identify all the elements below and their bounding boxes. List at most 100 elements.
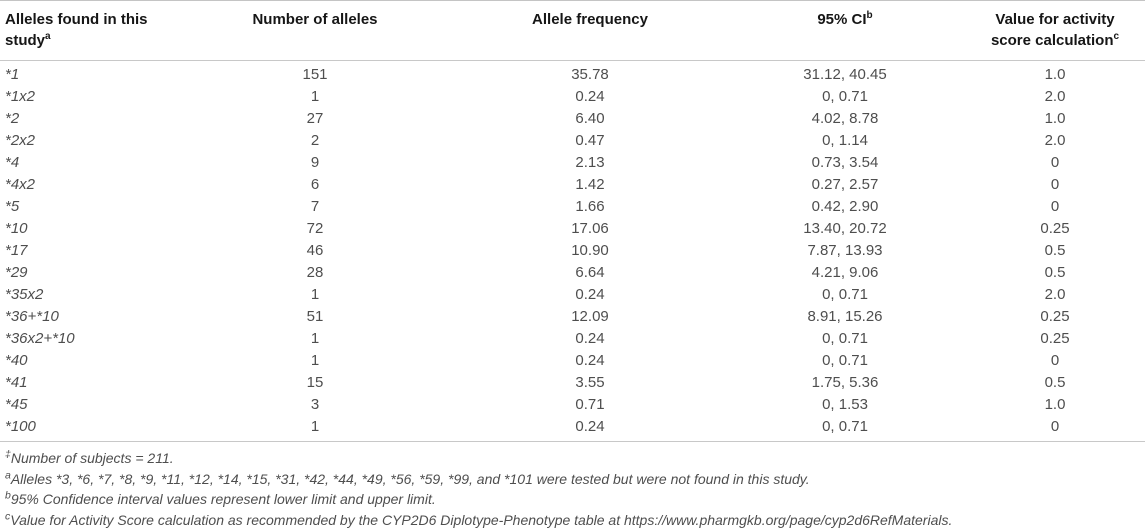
ci-cell: 0, 0.71 [822,352,868,369]
allele-frequency-cell: 2.13 [575,154,605,171]
ci-cell: 0, 0.71 [822,286,868,303]
footnote-marker: c [5,509,11,522]
allele-frequency-cell: 0.24 [575,88,605,105]
allele-frequency-cell: 1.42 [575,176,605,193]
allele-cell: *100 [5,418,36,435]
allele-count-cell: 1 [310,330,320,347]
allele-frequency-cell: 0.47 [575,132,605,149]
allele-cell: *29 [5,264,28,281]
header-ci-sup: b [866,10,873,21]
ci-cell: 0.27, 2.57 [811,176,879,193]
activity-score-cell: 0.25 [1040,220,1070,237]
table-row: *2 27 6.40 4.02, 8.78 1.0 [0,108,1145,130]
table-row: *1 151 35.78 31.12, 40.45 1.0 [0,61,1145,87]
header-alleles-sup: a [45,31,51,42]
allele-count-cell: 7 [310,198,320,215]
footnote: cValue for Activity Score calculation as… [5,509,953,528]
footnote: b95% Confidence interval values represen… [5,489,436,507]
activity-score-cell: 1.0 [1044,66,1066,83]
activity-score-cell: 2.0 [1044,286,1066,303]
allele-count-cell: 151 [302,66,328,83]
table-row: *36+*10 51 12.09 8.91, 15.26 0.25 [0,306,1145,328]
footnote-marker: ‡ [5,448,11,461]
allele-frequency-cell: 6.64 [575,264,605,281]
header-number-of-alleles: Number of alleles [175,0,455,61]
footnote: aAlleles *3, *6, *7, *8, *9, *11, *12, *… [5,468,810,487]
allele-frequency-cell: 0.24 [575,330,605,347]
activity-score-cell: 1.0 [1044,110,1066,127]
allele-cell: *1x2 [5,88,36,105]
allele-count-cell: 27 [306,110,324,127]
data-table: Alleles found in this studya Number of a… [0,0,1145,442]
table-row: *36x2+*10 1 0.24 0, 0.71 0.25 [0,328,1145,350]
allele-count-cell: 2 [310,132,320,149]
ci-cell: 0, 1.53 [822,396,868,413]
allele-cell: *40 [5,352,28,369]
activity-score-cell: 2.0 [1044,88,1066,105]
header-alleles-line2: study [5,32,46,49]
header-activity-line1: Value for activity [995,11,1115,28]
allele-cell: *35x2 [5,286,44,303]
ci-cell: 4.02, 8.78 [811,110,879,127]
table-row: *4x2 6 1.42 0.27, 2.57 0 [0,174,1145,196]
allele-count-cell: 51 [306,308,324,325]
table-row: *29 28 6.64 4.21, 9.06 0.5 [0,262,1145,284]
allele-count-cell: 1 [310,418,320,435]
header-activity-sup: c [1113,31,1120,42]
allele-cell: *45 [5,396,28,413]
ci-cell: 1.75, 5.36 [811,374,879,391]
ci-cell: 0, 0.71 [822,418,868,435]
activity-score-cell: 0 [1050,154,1060,171]
allele-frequency-cell: 0.24 [575,286,605,303]
header-95-ci: 95% CIb [725,0,965,61]
table-row: *10 72 17.06 13.40, 20.72 0.25 [0,218,1145,240]
activity-score-cell: 0.25 [1040,330,1070,347]
ci-cell: 0, 0.71 [822,88,868,105]
table-row: *35x2 1 0.24 0, 0.71 2.0 [0,284,1145,306]
header-alleles-found: Alleles found in this studya [0,0,175,61]
activity-score-cell: 2.0 [1044,132,1066,149]
header-activity-line2: score calculation [990,32,1114,49]
activity-score-cell: 0.25 [1040,308,1070,325]
activity-score-cell: 0.5 [1044,242,1066,259]
allele-count-cell: 28 [306,264,324,281]
allele-cell: *36x2+*10 [5,330,75,347]
allele-cell: *5 [5,198,20,215]
allele-frequency-cell: 1.66 [575,198,605,215]
allele-frequency-cell: 10.90 [571,242,609,259]
allele-count-cell: 9 [310,154,320,171]
ci-cell: 13.40, 20.72 [803,220,887,237]
allele-cell: *1 [5,66,20,83]
table-row: *41 15 3.55 1.75, 5.36 0.5 [0,372,1145,394]
allele-cell: *4 [5,154,20,171]
allele-cell: *2 [5,110,20,127]
activity-score-cell: 1.0 [1044,396,1066,413]
footnotes-section: ‡Number of subjects = 211. aAlleles *3, *… [0,442,1145,530]
allele-frequency-cell: 6.40 [575,110,605,127]
header-activity-score: Value for activity score calculationc [965,0,1145,61]
activity-score-cell: 0 [1050,176,1060,193]
ci-cell: 0, 1.14 [822,132,868,149]
allele-count-cell: 1 [310,88,320,105]
allele-count-cell: 72 [306,220,324,237]
allele-count-cell: 3 [310,396,320,413]
table-row: *1x2 1 0.24 0, 0.71 2.0 [0,86,1145,108]
table-row: *2x2 2 0.47 0, 1.14 2.0 [0,130,1145,152]
ci-cell: 0.42, 2.90 [811,198,879,215]
table-row: *40 1 0.24 0, 0.71 0 [0,350,1145,372]
table-row: *5 7 1.66 0.42, 2.90 0 [0,196,1145,218]
table-row: *4 9 2.13 0.73, 3.54 0 [0,152,1145,174]
activity-score-cell: 0 [1050,352,1060,369]
allele-frequency-cell: 3.55 [575,374,605,391]
footnote-marker: a [5,468,11,481]
allele-frequency-cell: 17.06 [571,220,609,237]
activity-score-cell: 0 [1050,418,1060,435]
ci-cell: 4.21, 9.06 [811,264,879,281]
allele-frequency-cell: 0.24 [575,418,605,435]
allele-frequency-cell: 0.24 [575,352,605,369]
ci-cell: 0, 0.71 [822,330,868,347]
table-row: *45 3 0.71 0, 1.53 1.0 [0,394,1145,416]
allele-count-cell: 6 [310,176,320,193]
activity-score-cell: 0.5 [1044,374,1066,391]
table-row: *100 1 0.24 0, 0.71 0 [0,416,1145,442]
